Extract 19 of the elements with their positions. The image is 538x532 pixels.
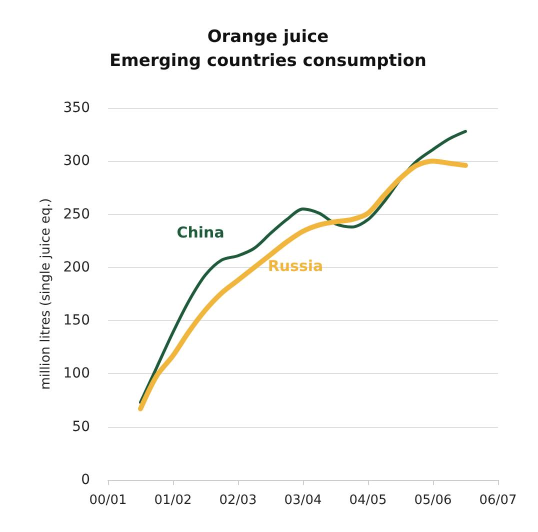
- chart-title: Orange juice Emerging countries consumption: [110, 27, 426, 71]
- series-label: Russia: [268, 257, 324, 276]
- x-tick-label: 06/07: [479, 493, 517, 508]
- x-tick-label: 04/05: [349, 493, 387, 508]
- y-tick-label: 350: [63, 100, 90, 116]
- y-axis-title: million litres (single juice eq.): [38, 198, 54, 390]
- y-tick-label: 50: [72, 418, 90, 435]
- y-tick-label: 0: [81, 472, 90, 488]
- x-tick-label: 01/02: [154, 493, 192, 508]
- x-tick-label: 05/06: [414, 493, 452, 508]
- y-tick-label: 200: [63, 259, 90, 276]
- x-tick-label: 02/03: [219, 493, 257, 508]
- y-tick-label: 150: [63, 312, 90, 329]
- y-tick-label: 300: [63, 153, 90, 170]
- x-tick-label: 00/01: [89, 493, 127, 508]
- x-tick-label: 03/04: [284, 493, 322, 508]
- y-tick-label: 100: [63, 366, 90, 382]
- y-tick-label: 250: [63, 206, 90, 222]
- series-label: China: [176, 223, 224, 242]
